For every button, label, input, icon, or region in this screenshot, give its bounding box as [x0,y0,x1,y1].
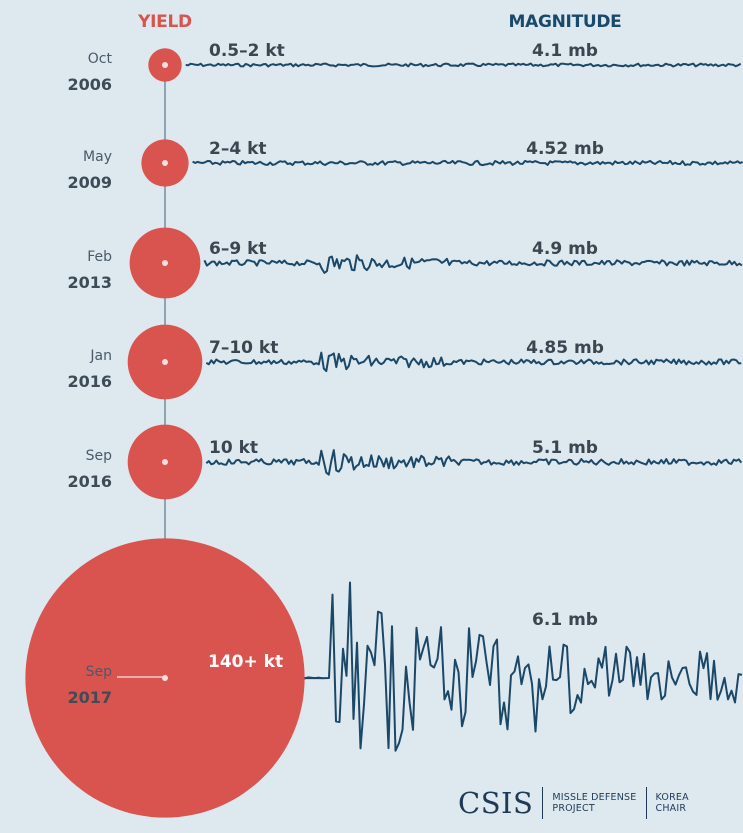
seismogram-wave-2016 [205,351,742,373]
event-month-label: Feb [87,249,112,265]
logo-unit-missile-defense: MISSLE DEFENSE PROJECT [552,792,637,814]
yield-label: 2–4 kt [209,139,267,159]
magnitude-label: 4.9 mb [532,239,598,259]
yield-label: 140+ kt [208,652,283,672]
csis-logo: CSIS MISSLE DEFENSE PROJECT KOREA CHAIR [458,786,689,820]
event-month-label: May [83,149,112,165]
seismogram-wave-2013 [203,254,743,274]
magnitude-label: 4.52 mb [526,139,604,159]
logo-name: CSIS [458,786,534,820]
event-month-label: Sep [86,664,113,680]
event-year-label: 2017 [67,688,112,707]
event-month-label: Jan [89,348,112,364]
bubble-center-dot [162,675,168,681]
event-year-label: 2006 [67,75,112,94]
yield-label: 10 kt [209,438,258,458]
magnitude-label: 5.1 mb [532,438,598,458]
yield-label: 6–9 kt [209,239,267,259]
seismogram-wave-2006 [185,62,742,68]
bubble-center-dot [162,160,168,166]
event-month-label: Sep [86,448,113,464]
magnitude-header: MAGNITUDE [508,12,621,32]
magnitude-label: 6.1 mb [532,610,598,630]
logo-unit-korea-chair: KOREA CHAIR [655,792,689,814]
magnitude-label: 4.1 mb [532,41,598,61]
event-month-label: Oct [88,51,113,67]
bubble-center-dot [162,459,168,465]
yield-label: 0.5–2 kt [209,41,285,61]
event-year-label: 2016 [67,372,112,391]
yield-header: YIELD [137,12,192,32]
seismogram-wave-2016 [205,449,743,476]
bubble-center-dot [162,359,168,365]
yield-label: 7–10 kt [209,338,278,358]
seismogram-wave-2009 [192,159,743,167]
event-year-label: 2009 [67,173,112,192]
logo-divider [542,787,544,819]
event-year-label: 2013 [67,273,112,292]
bubble-center-dot [162,62,168,68]
event-year-label: 2016 [67,472,112,491]
logo-divider [645,787,647,819]
magnitude-label: 4.85 mb [526,338,604,358]
bubble-center-dot [162,260,168,266]
